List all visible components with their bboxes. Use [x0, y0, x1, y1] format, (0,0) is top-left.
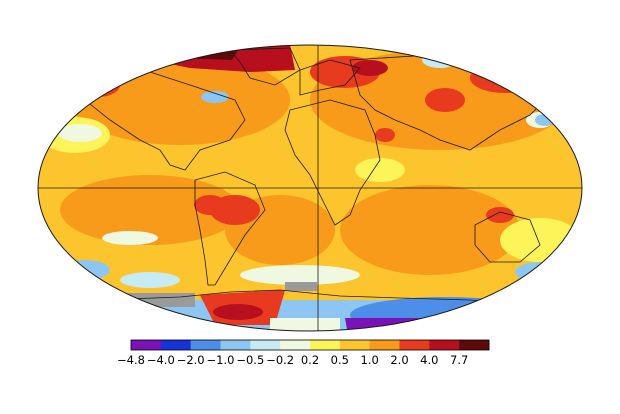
colorbar-segment — [190, 340, 221, 350]
coast-greenland — [229, 47, 301, 86]
hot-russia — [352, 60, 388, 76]
colorbar-segment — [339, 340, 370, 350]
coast-north-america — [69, 69, 246, 171]
hot-middle-east — [375, 128, 395, 142]
field-neutral-south — [102, 231, 158, 245]
colorbar-label: −0.5 — [236, 353, 265, 367]
coast-europe — [299, 59, 361, 96]
field-pale-arabia — [355, 158, 405, 182]
no-data-antarctic-west — [105, 293, 195, 307]
coast-australia — [474, 211, 541, 263]
colorbar-label: 0.5 — [330, 353, 349, 367]
coast-south-america — [194, 171, 266, 286]
colorbar-label: 0.2 — [300, 353, 320, 367]
colorbar-segment — [399, 340, 430, 350]
hot-peru — [194, 195, 226, 215]
colorbar-label: 1.0 — [360, 353, 379, 367]
colorbar-label: 4.0 — [420, 353, 439, 367]
colorbar — [130, 339, 490, 351]
colorbar-segment — [220, 340, 251, 350]
field-neutral-ring — [240, 265, 360, 285]
colorbar-label: −2.0 — [176, 353, 205, 367]
colorbar-label: 2.0 — [390, 353, 409, 367]
field-pale-east — [500, 218, 580, 262]
colorbar-segment — [250, 340, 281, 350]
globe-outline — [37, 44, 583, 332]
neutral-weddell — [270, 318, 340, 331]
hot-australia-north — [486, 207, 514, 223]
cool-kara-sea — [422, 52, 458, 68]
colorbar-label: −0.2 — [266, 353, 295, 367]
cool-ross-sea — [120, 272, 180, 288]
coast-africa — [284, 99, 381, 226]
colorbar-segment — [160, 340, 191, 350]
colorbar-segment — [310, 340, 341, 350]
field-indian-ocean — [340, 185, 520, 275]
coast-antarctica — [99, 289, 541, 307]
colorbar-segment — [459, 340, 490, 350]
hot-alaska — [76, 73, 120, 97]
colorbar-segment — [429, 340, 460, 350]
no-data-weddell — [285, 282, 317, 291]
colorbar-label: −4.0 — [146, 353, 175, 367]
cool-south-pacific — [60, 260, 110, 280]
colorbar-label: 7.7 — [450, 353, 469, 367]
colorbar-segment — [280, 340, 311, 350]
hot-antarctic-core-top — [213, 304, 263, 320]
hot-central-asia — [425, 88, 465, 112]
cold-east-antarctica — [345, 318, 420, 331]
colorbar-frame — [130, 339, 490, 351]
colorbar-segment — [369, 340, 400, 350]
colorbar-segment — [131, 340, 162, 350]
field-neutral-pacific — [58, 124, 102, 142]
hot-arctic-core — [165, 47, 240, 60]
cool-east-antarctica — [350, 297, 540, 331]
cool-hudson — [201, 91, 229, 103]
colorbar-label: −1.0 — [206, 353, 235, 367]
colorbar-label: −4.8 — [117, 353, 145, 367]
